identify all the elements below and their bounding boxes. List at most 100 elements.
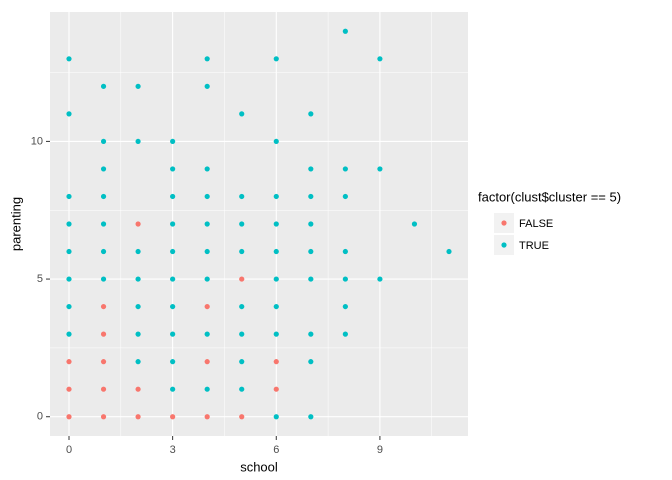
point bbox=[342, 28, 348, 34]
point bbox=[204, 166, 210, 172]
point bbox=[308, 166, 314, 172]
point bbox=[66, 248, 72, 255]
x-tick-label: 3 bbox=[170, 444, 176, 456]
point bbox=[204, 56, 210, 62]
point bbox=[135, 276, 141, 282]
point bbox=[100, 276, 107, 282]
point bbox=[273, 276, 279, 282]
point bbox=[239, 221, 245, 227]
x-tick-label: 0 bbox=[66, 444, 72, 456]
point bbox=[204, 303, 210, 310]
point bbox=[342, 248, 348, 255]
point bbox=[135, 386, 141, 392]
point bbox=[239, 193, 245, 200]
point bbox=[135, 83, 141, 89]
point bbox=[239, 359, 245, 365]
point bbox=[204, 221, 210, 227]
point bbox=[273, 248, 279, 255]
point bbox=[342, 166, 348, 172]
point bbox=[377, 276, 383, 282]
point bbox=[66, 193, 72, 200]
point bbox=[273, 414, 279, 420]
point bbox=[239, 303, 245, 310]
point bbox=[170, 303, 176, 310]
legend-label: FALSE bbox=[519, 218, 553, 230]
point bbox=[308, 248, 314, 255]
y-tick-label: 0 bbox=[37, 411, 43, 423]
point bbox=[170, 359, 176, 365]
panel-background bbox=[50, 12, 468, 436]
point bbox=[100, 248, 107, 255]
point bbox=[342, 193, 348, 200]
y-axis-title: parenting bbox=[8, 197, 23, 251]
point bbox=[170, 138, 176, 145]
point bbox=[308, 331, 314, 337]
point bbox=[273, 138, 279, 145]
point bbox=[377, 166, 383, 172]
legend-symbol bbox=[501, 242, 507, 248]
point bbox=[100, 166, 107, 172]
point bbox=[273, 331, 279, 337]
point bbox=[100, 221, 107, 227]
point bbox=[273, 221, 279, 227]
point bbox=[66, 111, 72, 117]
point bbox=[308, 276, 314, 282]
point bbox=[239, 276, 245, 282]
axes: 0 3 6 9 0 5 10 bbox=[31, 135, 383, 456]
point bbox=[308, 193, 314, 200]
point bbox=[100, 359, 107, 365]
point bbox=[273, 386, 279, 392]
legend-title: factor(clust$cluster == 5) bbox=[478, 189, 621, 204]
y-tick-label: 5 bbox=[37, 273, 43, 285]
point bbox=[170, 331, 176, 337]
point bbox=[100, 303, 107, 310]
point bbox=[100, 193, 107, 200]
point bbox=[273, 359, 279, 365]
points bbox=[66, 28, 452, 420]
point bbox=[204, 248, 210, 255]
point bbox=[342, 303, 348, 310]
point bbox=[273, 193, 279, 200]
point bbox=[204, 83, 210, 89]
x-axis-title: school bbox=[240, 459, 278, 474]
point bbox=[170, 166, 176, 172]
point bbox=[170, 386, 176, 392]
point bbox=[308, 111, 314, 117]
x-tick-label: 9 bbox=[377, 444, 383, 456]
point bbox=[66, 56, 72, 62]
point bbox=[308, 221, 314, 227]
point bbox=[66, 414, 72, 420]
point bbox=[100, 83, 107, 89]
grid bbox=[50, 12, 468, 436]
point bbox=[204, 359, 210, 365]
point bbox=[204, 276, 210, 282]
point bbox=[411, 221, 418, 227]
point bbox=[100, 386, 107, 392]
point bbox=[66, 221, 72, 227]
point bbox=[66, 303, 72, 310]
point bbox=[204, 386, 210, 392]
point bbox=[135, 248, 141, 255]
point bbox=[66, 386, 72, 392]
point bbox=[66, 359, 72, 365]
point bbox=[342, 276, 348, 282]
point bbox=[170, 221, 176, 227]
point bbox=[100, 331, 107, 337]
point bbox=[135, 359, 141, 365]
point bbox=[170, 276, 176, 282]
point bbox=[135, 221, 141, 227]
point bbox=[239, 386, 245, 392]
point bbox=[66, 276, 72, 282]
legend-label: TRUE bbox=[519, 240, 549, 252]
point bbox=[273, 56, 279, 62]
point bbox=[170, 248, 176, 255]
point bbox=[135, 303, 141, 310]
point bbox=[170, 193, 176, 200]
legend: factor(clust$cluster == 5) FALSE TRUE bbox=[478, 189, 621, 255]
legend-symbol bbox=[501, 220, 507, 226]
point bbox=[239, 248, 245, 255]
point bbox=[170, 414, 176, 420]
point bbox=[135, 331, 141, 337]
point bbox=[135, 138, 141, 145]
